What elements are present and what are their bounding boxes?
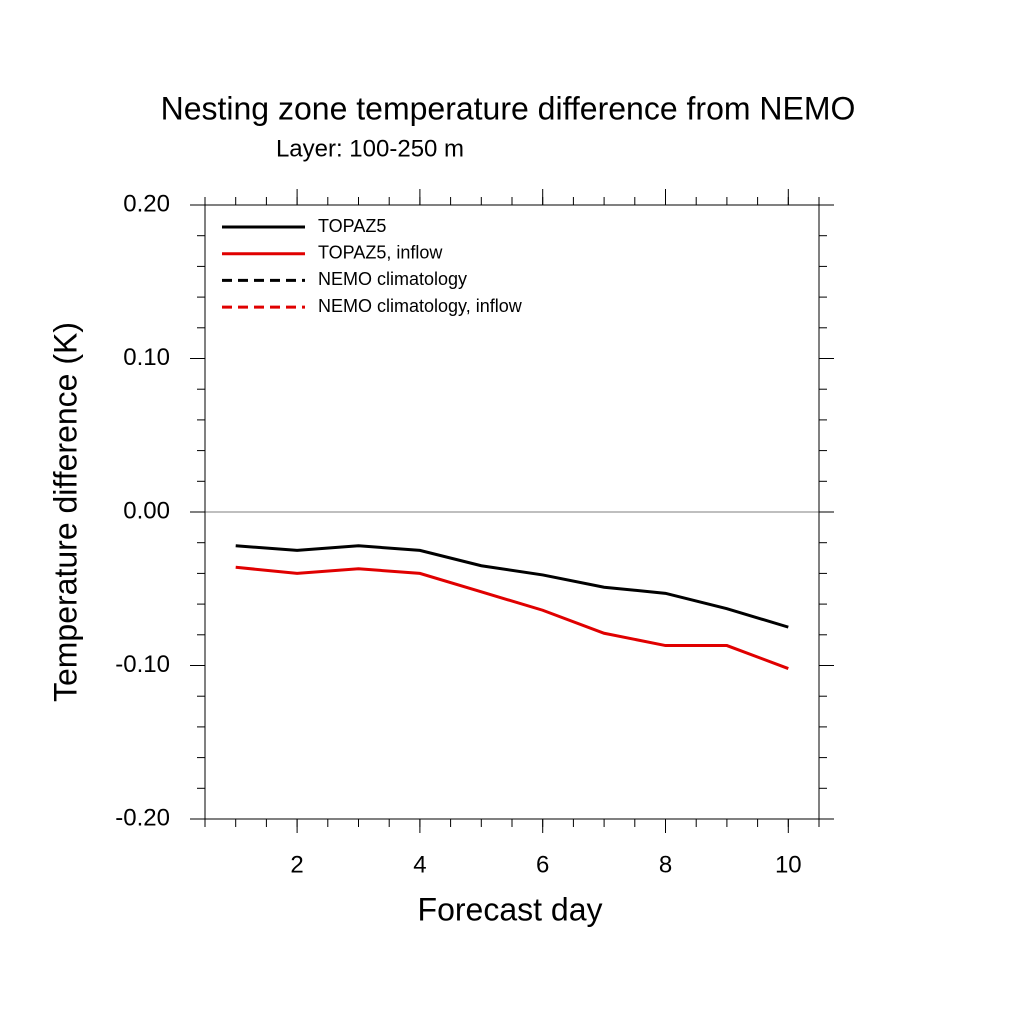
y-tick-label: 0.10 — [123, 344, 170, 371]
series-line — [235, 565, 789, 670]
x-axis-label: Forecast day — [418, 891, 603, 927]
series-line — [235, 544, 789, 629]
y-tick-label: 0.20 — [123, 190, 170, 217]
x-tick-label: 4 — [413, 851, 426, 878]
y-tick-label: 0.00 — [123, 497, 170, 524]
x-tick-label: 10 — [775, 851, 802, 878]
legend-label: TOPAZ5 — [318, 216, 386, 236]
y-tick-label: -0.20 — [115, 804, 170, 831]
chart-subtitle: Layer: 100-250 m — [276, 135, 464, 162]
x-tick-label: 8 — [659, 851, 672, 878]
y-axis-label: Temperature difference (K) — [47, 322, 83, 702]
x-tick-label: 2 — [290, 851, 303, 878]
chart-title: Nesting zone temperature difference from… — [161, 90, 856, 126]
legend-label: NEMO climatology, inflow — [318, 296, 523, 316]
plot-frame — [204, 204, 820, 820]
legend-label: TOPAZ5, inflow — [318, 242, 443, 262]
y-tick-label: -0.10 — [115, 651, 170, 678]
legend-label: NEMO climatology — [318, 269, 467, 289]
x-tick-label: 6 — [536, 851, 549, 878]
